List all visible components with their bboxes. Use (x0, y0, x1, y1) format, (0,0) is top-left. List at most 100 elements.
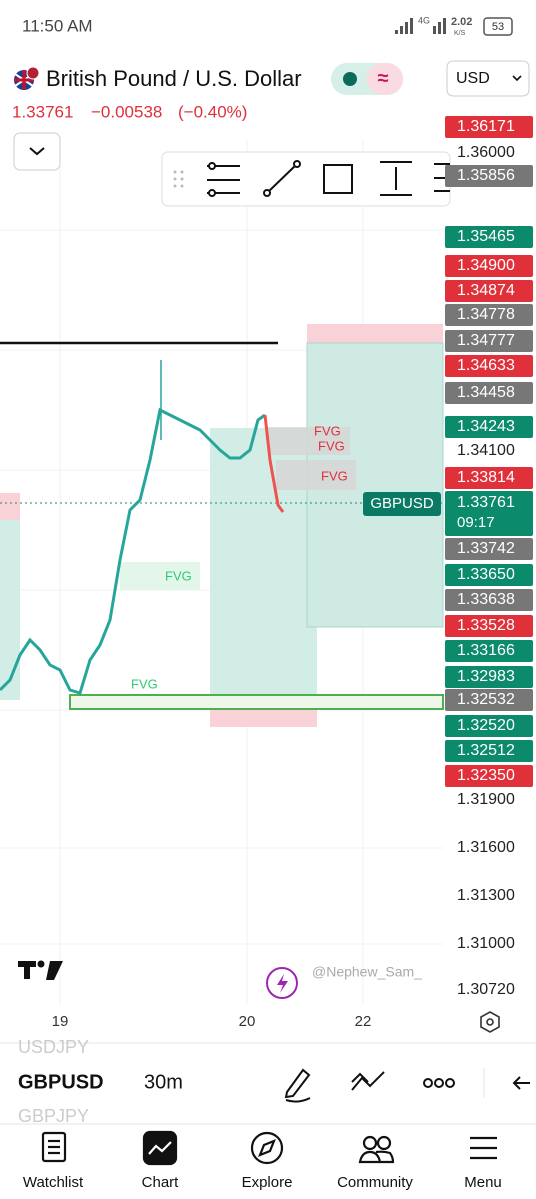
price-label: 1.31900 (457, 791, 515, 808)
chart-icon-line (148, 1141, 172, 1155)
price-label: 1.31600 (457, 839, 515, 856)
price-label: 1.34900 (457, 257, 515, 274)
nav-labels: Watchlist Chart Explore Community Menu (23, 1174, 502, 1191)
settings-icon-center (486, 1018, 494, 1026)
nav-label[interactable]: Community (337, 1174, 413, 1191)
collapse-button[interactable] (13, 132, 61, 171)
price-label: 1.33742 (457, 540, 515, 557)
price-label-bg (445, 538, 533, 560)
price-label-bg (445, 740, 533, 762)
prev-symbol[interactable]: USDJPY (18, 1037, 89, 1057)
symbol-title: British Pound / U.S. Dollar (46, 66, 302, 91)
price-label-bg (445, 715, 533, 737)
symbol-price-label: GBPUSD (370, 495, 434, 512)
currency-select[interactable] (446, 60, 530, 97)
price-label: 1.34633 (457, 357, 515, 374)
tool-price-range[interactable] (380, 161, 412, 196)
price-label: 1.34777 (457, 332, 515, 349)
quote-price: 1.33761 (12, 102, 73, 121)
nav-label[interactable]: Menu (464, 1174, 502, 1191)
price-countdown: 09:17 (457, 514, 495, 531)
dropdown-chevron (512, 75, 522, 82)
price-label-bg (445, 491, 533, 536)
x-label: 20 (239, 1013, 256, 1030)
price-axis: 1.36171 1.36000 1.35856 1.35465 1.34900 1.348… (445, 116, 533, 998)
watchlist-icon[interactable] (41, 1131, 67, 1163)
undo-icon[interactable] (512, 1076, 530, 1090)
price-label-bg (445, 589, 533, 611)
status-network: 4G (418, 15, 430, 25)
nav-label[interactable]: Watchlist (23, 1174, 84, 1191)
status-speed: 2.02 (451, 16, 472, 28)
price-label: 1.33166 (457, 642, 515, 659)
price-label-bg (445, 355, 533, 377)
price-label: 1.33638 (457, 591, 515, 608)
collapse-chevron (29, 147, 45, 156)
battery-icon (483, 17, 513, 36)
quote-change-percent: (−0.40%) (178, 102, 247, 121)
indicators-icon[interactable] (351, 1071, 385, 1091)
price-label: 1.30720 (457, 981, 515, 998)
price-label-bg (445, 382, 533, 404)
market-open-dot (343, 72, 357, 86)
price-label: 1.35465 (457, 228, 515, 245)
tradingview-logo (18, 960, 63, 980)
current-symbol[interactable]: GBPUSD (18, 1071, 104, 1093)
tool-rectangle[interactable] (323, 164, 353, 194)
status-time: 11:50 AM (22, 16, 93, 35)
price-label-bg (445, 666, 533, 688)
tool-trend-line[interactable] (263, 160, 301, 197)
price-label-bg (445, 280, 533, 302)
settings-icon[interactable] (480, 1011, 500, 1033)
price-label-bg (445, 640, 533, 662)
price-label: 1.34243 (457, 418, 515, 435)
fvg-label: FVG (131, 676, 158, 691)
price-label-bg (445, 165, 533, 187)
price-label-bg (445, 255, 533, 277)
nav-label[interactable]: Chart (142, 1174, 180, 1191)
battery-level: 53 (492, 21, 504, 33)
explore-icon[interactable] (250, 1131, 284, 1165)
draw-icon[interactable] (284, 1068, 311, 1103)
price-label: 1.34458 (457, 384, 515, 401)
tool-parallel-channel[interactable] (207, 162, 240, 197)
market-status-pill-right (367, 63, 403, 95)
replay-bolt (277, 974, 288, 993)
x-label: 19 (52, 1013, 69, 1030)
price-label-bg (445, 689, 533, 711)
nav-label[interactable]: Explore (242, 1174, 293, 1191)
signal-icon (395, 18, 413, 34)
drawing-toolbar (161, 151, 451, 207)
price-label-bg (445, 416, 533, 438)
flag-icon (14, 66, 40, 90)
price-label: 1.34778 (457, 306, 515, 323)
price-label: 1.33650 (457, 566, 515, 583)
interval[interactable]: 30m (144, 1071, 183, 1093)
price-label: 1.35856 (457, 167, 515, 184)
price-label: 1.32532 (457, 691, 515, 708)
price-label-bg (445, 226, 533, 248)
watermark: @Nephew_Sam_ (312, 964, 422, 980)
fvg-label: FVG (321, 468, 348, 483)
price-label-bg (445, 330, 533, 352)
next-symbol[interactable]: GBPJPY (18, 1106, 89, 1126)
price-label: 1.32350 (457, 767, 515, 784)
drawings (0, 324, 444, 727)
price-label-bg (445, 467, 533, 489)
price-label: 1.33814 (457, 469, 515, 486)
price-label: 1.32512 (457, 742, 515, 759)
fvg-label: FVG (318, 438, 345, 453)
price-label: 1.32983 (457, 668, 515, 685)
price-label-bg (445, 116, 533, 138)
fvg-label: FVG (165, 568, 192, 583)
more-icon[interactable] (423, 1078, 455, 1088)
currency-value: USD (456, 70, 490, 87)
signal-icon-2 (433, 18, 446, 34)
menu-icon[interactable] (470, 1136, 497, 1160)
quote-change: −0.00538 (91, 102, 162, 121)
price-label: 1.33761 (457, 494, 515, 511)
price-label-bg (445, 765, 533, 787)
community-icon[interactable] (358, 1135, 395, 1164)
